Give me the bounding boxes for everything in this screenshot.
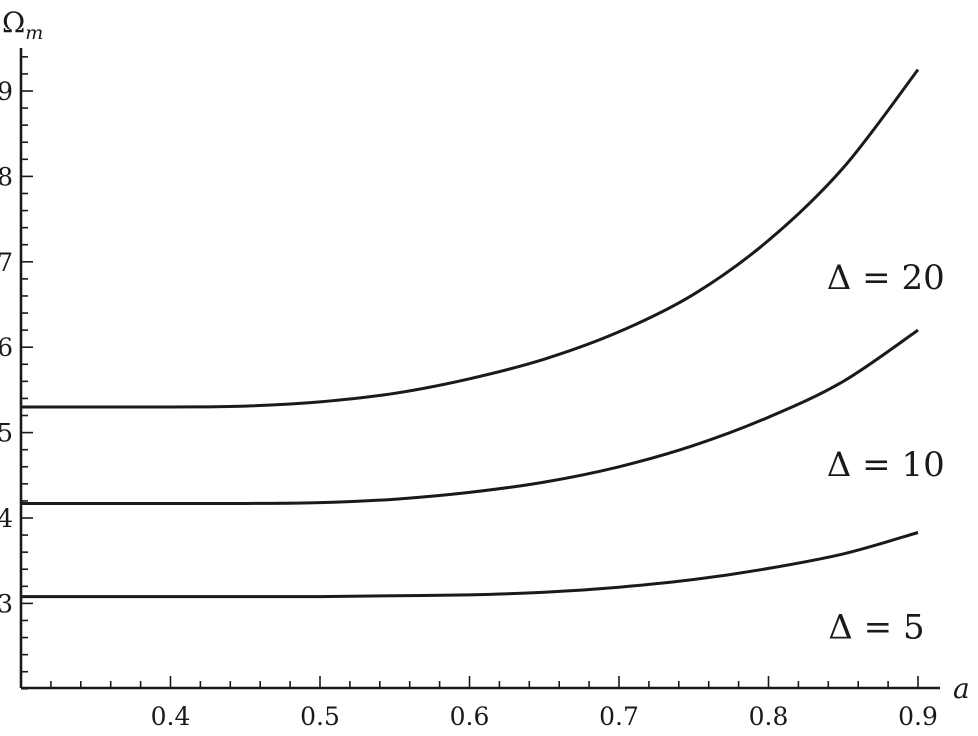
series-line-2 — [21, 328, 919, 506]
y-ticks — [21, 56, 33, 690]
x-ticks — [20, 676, 919, 688]
x-tick-label: 0.7 — [599, 702, 639, 731]
y-tick-label: 8 — [0, 162, 13, 191]
series-annotation-2: Δ = 10 — [827, 445, 945, 485]
x-tick-labels: 0.4 0.5 0.6 0.7 0.8 0.9 — [151, 702, 938, 731]
y-tick-label: 6 — [0, 333, 13, 362]
x-tick-label: 0.6 — [450, 702, 490, 731]
y-tick-label: 9 — [0, 77, 13, 106]
y-axis-label: Ωm — [2, 6, 43, 44]
series-line-1 — [20, 68, 920, 409]
series-curves — [20, 68, 920, 599]
y-tick-labels: 3 4 5 6 7 8 9 — [0, 77, 13, 618]
y-tick-label: 3 — [0, 589, 13, 618]
y-axis: 3 4 5 6 7 8 9 Ωm — [0, 6, 43, 690]
x-tick-label: 0.5 — [300, 702, 340, 731]
y-tick-label: 4 — [0, 504, 13, 533]
x-axis: 0.4 0.5 0.6 0.7 0.8 0.9 a — [20, 672, 970, 731]
series-annotation-1: Δ = 20 — [827, 258, 945, 298]
x-tick-label: 0.4 — [151, 702, 191, 731]
series-annotations: Δ = 20 Δ = 10 Δ = 5 — [827, 258, 945, 647]
series-annotation-3: Δ = 5 — [828, 607, 924, 647]
x-tick-label: 0.9 — [898, 702, 938, 731]
y-axis-label-main: Ω — [2, 6, 25, 39]
series-line-3 — [21, 531, 919, 599]
y-tick-label: 5 — [0, 419, 13, 448]
y-tick-label: 7 — [0, 248, 13, 277]
y-axis-label-sub: m — [25, 22, 43, 44]
x-axis-label: a — [953, 672, 970, 705]
x-tick-label: 0.8 — [749, 702, 789, 731]
